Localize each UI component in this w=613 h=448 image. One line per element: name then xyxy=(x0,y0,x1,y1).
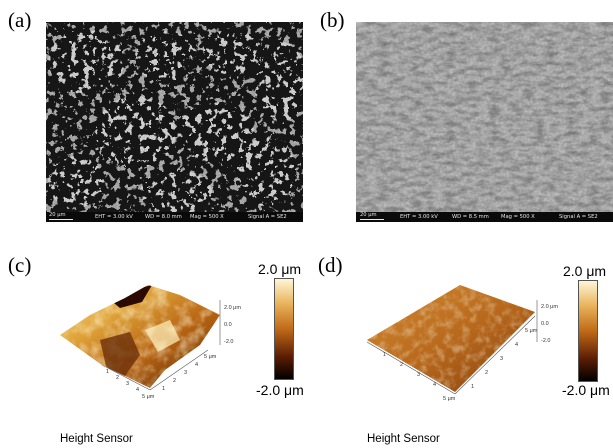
sem-eht-b: EHT = 3.00 kV xyxy=(400,214,438,220)
afm-c-xtick-5: 5 μm xyxy=(204,354,217,360)
afm-surface-d: 1 2 3 4 5 μm 1 2 3 4 5 μm 2.0 μm 0.0 -2.… xyxy=(345,270,575,425)
sem-eht-a: EHT = 3.00 kV xyxy=(95,214,133,220)
afm-d-ytick-1: 1 xyxy=(383,352,386,358)
afm-d-xtick-1: 1 xyxy=(471,384,474,390)
sem-signal-a: Signal A = SE2 xyxy=(248,214,287,220)
afm-c-ytick-2: 2 xyxy=(116,375,119,381)
sem-info-bar-b: 20 μm EHT = 3.00 kV WD = 8.5 mm Mag = 50… xyxy=(356,212,613,222)
afm-d-ytick-4: 4 xyxy=(433,382,436,388)
sem-image-b: 20 μm EHT = 3.00 kV WD = 8.5 mm Mag = 50… xyxy=(356,22,613,222)
colorbar-max-c: 2.0 μm xyxy=(258,261,302,277)
colorbar-d xyxy=(578,280,598,382)
afm-surface-c: 1 2 3 4 5 μm 1 2 3 4 5 μm 2.0 μm 0.0 -2.… xyxy=(30,270,260,425)
afm-c-ytick-3: 3 xyxy=(126,381,129,387)
sem-wd-a: WD = 8.0 mm xyxy=(145,214,182,220)
colorbar-min-d: -2.0 μm xyxy=(562,382,610,398)
afm-d-ztick-mid: 0.0 xyxy=(541,321,549,327)
afm-c-ytick-4: 4 xyxy=(136,387,139,393)
panel-label-b: (b) xyxy=(320,8,345,32)
panel-label-d: (d) xyxy=(318,253,343,277)
afm-d-xtick-4: 4 xyxy=(515,342,518,348)
afm-d-xtick-2: 2 xyxy=(485,370,488,376)
scale-bar-label-a: 20 μm xyxy=(49,212,66,218)
sem-mag-a: Mag = 500 X xyxy=(190,214,224,220)
afm-d-ytick-2: 2 xyxy=(400,362,403,368)
afm-c-xtick-3: 3 xyxy=(184,370,187,376)
afm-c-ztick-top: 2.0 μm xyxy=(224,305,241,311)
sem-wd-b: WD = 8.5 mm xyxy=(452,214,489,220)
scale-bar-label-b: 20 μm xyxy=(360,212,377,218)
colorbar-min-c: -2.0 μm xyxy=(256,382,304,398)
sem-mag-b: Mag = 500 X xyxy=(501,214,535,220)
afm-d-ytick-3: 3 xyxy=(417,372,420,378)
afm-d-xtick-3: 3 xyxy=(500,356,503,362)
caption-d: Height Sensor xyxy=(367,433,440,445)
afm-d-xtick-5: 5 μm xyxy=(525,328,538,334)
colorbar-c xyxy=(274,278,294,380)
sem-signal-b: Signal A = SE2 xyxy=(559,214,598,220)
afm-d-ytick-5: 5 μm xyxy=(443,396,456,402)
afm-c-ztick-bot: -2.0 xyxy=(224,339,233,345)
afm-c-ytick-5: 5 μm xyxy=(142,394,155,400)
afm-c-ytick-1: 1 xyxy=(106,369,109,375)
sem-info-bar-a: 20 μm EHT = 3.00 kV WD = 8.0 mm Mag = 50… xyxy=(46,212,303,222)
afm-c-xtick-2: 2 xyxy=(173,378,176,384)
afm-d-ztick-top: 2.0 μm xyxy=(541,304,558,310)
afm-c-ztick-mid: 0.0 xyxy=(224,322,232,328)
colorbar-max-d: 2.0 μm xyxy=(563,263,607,279)
caption-c: Height Sensor xyxy=(60,433,133,445)
afm-c-xtick-4: 4 xyxy=(195,362,198,368)
panel-label-a: (a) xyxy=(8,8,32,32)
panel-label-c: (c) xyxy=(8,253,32,277)
afm-c-xtick-1: 1 xyxy=(162,386,165,392)
sem-image-a: 20 μm EHT = 3.00 kV WD = 8.0 mm Mag = 50… xyxy=(46,22,303,222)
afm-d-ztick-bot: -2.0 xyxy=(541,338,550,344)
